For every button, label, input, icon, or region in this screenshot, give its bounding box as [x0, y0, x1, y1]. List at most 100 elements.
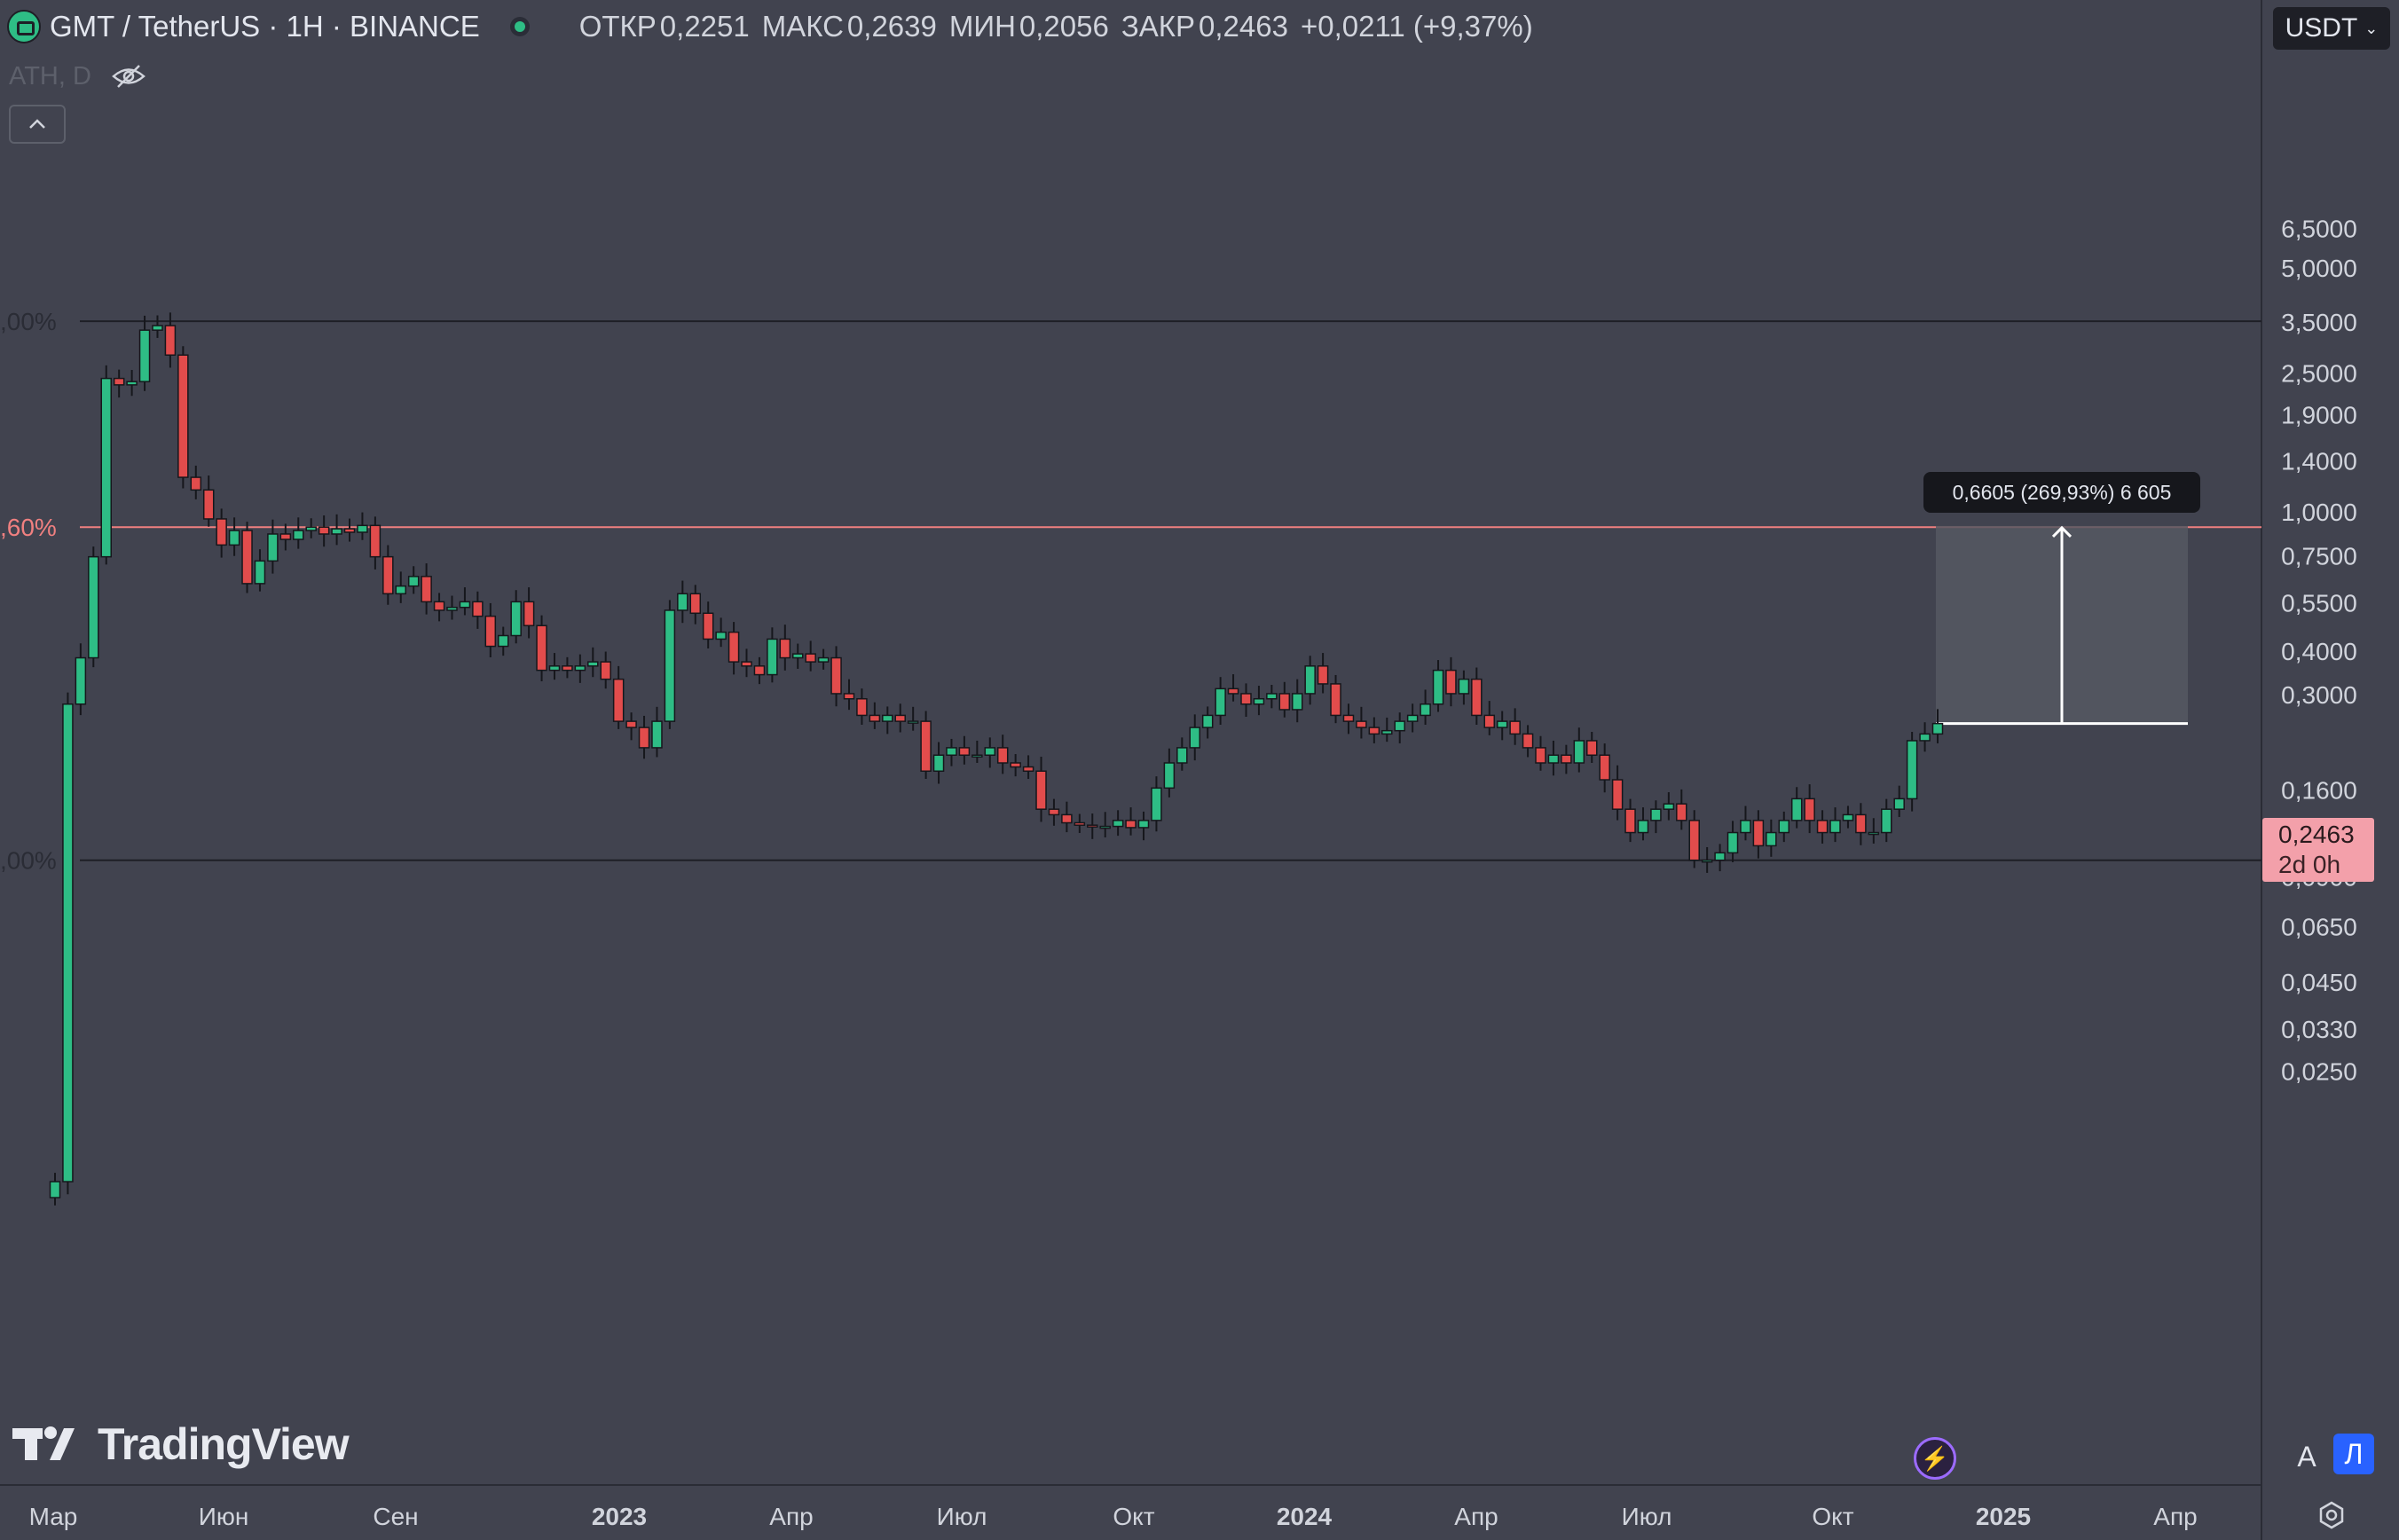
open-label: ОТКР — [578, 10, 657, 43]
time-tick-label: Апр — [1454, 1503, 1498, 1530]
candle — [1099, 812, 1111, 837]
market-status-icon[interactable] — [509, 17, 530, 36]
candle — [1074, 813, 1086, 833]
candle — [484, 602, 497, 657]
price-tick-label: 1,4000 — [2281, 448, 2357, 475]
candle — [1061, 801, 1073, 833]
time-tick-label: Мар — [29, 1503, 78, 1530]
candle — [1663, 792, 1675, 821]
candle — [805, 640, 816, 672]
price-tick-label: 1,0000 — [2281, 499, 2357, 526]
price-range-measure[interactable] — [1936, 525, 2188, 726]
open-value: 0,2251 — [659, 10, 750, 43]
candle — [574, 654, 586, 683]
logo-wordmark: TradingView — [98, 1419, 350, 1469]
candle — [472, 591, 484, 629]
price-tick-label: 2,5000 — [2281, 360, 2357, 388]
candle — [779, 625, 791, 671]
candle — [1650, 800, 1662, 834]
time-tick-label: 2023 — [592, 1503, 647, 1530]
candle — [1637, 807, 1649, 841]
candle — [1573, 727, 1585, 773]
candle — [1151, 776, 1162, 832]
horizontal-levels: ,00% ,60% ,00% — [0, 308, 2261, 875]
candle — [1471, 667, 1483, 725]
candle — [689, 585, 702, 625]
collapse-legend-button[interactable] — [9, 105, 66, 144]
candle — [1599, 743, 1610, 793]
gmt-coin-icon — [7, 10, 41, 43]
candle — [126, 370, 138, 397]
candle — [958, 735, 971, 765]
level-label: ,00% — [0, 308, 57, 335]
low-value: 0,2056 — [1019, 10, 1109, 43]
candle — [1881, 798, 1892, 843]
candle — [651, 706, 663, 758]
candle — [728, 622, 740, 675]
candle — [1766, 819, 1777, 857]
candle — [1893, 785, 1905, 817]
candle — [1368, 717, 1380, 743]
candle — [113, 369, 125, 398]
candle — [996, 735, 1009, 774]
settings-icon[interactable] — [2312, 1497, 2351, 1533]
auto-scale-toggle[interactable]: A — [2297, 1440, 2316, 1473]
candle — [1087, 813, 1098, 839]
candle — [1496, 711, 1508, 741]
tradingview-logo[interactable]: TradingView — [12, 1419, 350, 1469]
eye-off-icon[interactable] — [111, 63, 146, 90]
level-label: ,00% — [0, 847, 57, 875]
candle — [562, 656, 573, 679]
level-label: ,60% — [0, 514, 57, 541]
time-axis[interactable]: Мар Июн Сен 2023 Апр Июл Окт 2024 Апр Июл Окт 2025 А… — [29, 1503, 2198, 1530]
candle — [1778, 811, 1790, 843]
price-tick-label: 0,0250 — [2281, 1058, 2357, 1086]
candle — [1022, 755, 1034, 780]
candle — [882, 706, 893, 735]
candle — [1868, 818, 1880, 844]
candle — [1278, 681, 1291, 718]
time-tick-label: Июл — [1622, 1503, 1672, 1530]
candle — [767, 627, 778, 683]
candle — [1201, 706, 1214, 739]
candle — [497, 626, 509, 656]
candle — [510, 590, 522, 644]
candle — [49, 1173, 61, 1206]
time-tick-label: Окт — [1113, 1503, 1154, 1530]
candle — [1676, 789, 1687, 830]
candle — [190, 465, 202, 499]
candle — [1137, 811, 1150, 841]
symbol-legend: GMT / TetherUS · 1H · BINANCE ОТКР 0,225… — [7, 7, 1533, 46]
currency-label: USDT — [2285, 13, 2358, 43]
price-tick-label: 0,4000 — [2281, 638, 2357, 665]
time-tick-label: Июн — [199, 1503, 249, 1530]
candle — [817, 648, 830, 670]
currency-selector[interactable]: USDT ⌄ — [2273, 7, 2390, 50]
close-label: ЗАКР — [1121, 10, 1196, 43]
candle — [279, 523, 292, 551]
price-tick-label: 0,1600 — [2281, 776, 2357, 804]
candle — [1611, 765, 1624, 821]
candle — [357, 512, 368, 540]
candle — [1714, 844, 1726, 872]
log-scale-toggle[interactable]: Л — [2333, 1434, 2374, 1474]
indicator-row: ATH, D — [9, 59, 146, 94]
candle — [1215, 677, 1226, 725]
tradingview-mark-icon — [12, 1426, 83, 1462]
candle — [1394, 712, 1405, 743]
candle — [1342, 703, 1355, 735]
time-tick-label: Апр — [769, 1503, 813, 1530]
symbol-title[interactable]: GMT / TetherUS · 1H · BINANCE — [50, 10, 480, 43]
lightning-icon[interactable]: ⚡ — [1914, 1437, 1956, 1480]
candle — [202, 475, 215, 527]
candle — [62, 692, 74, 1195]
candle — [421, 563, 432, 615]
candle — [932, 742, 945, 784]
time-tick-label: Сен — [373, 1503, 418, 1530]
candle — [1176, 737, 1188, 771]
time-tick-label: 2025 — [1976, 1503, 2031, 1530]
price-tick-label: 0,0650 — [2281, 913, 2357, 940]
indicator-name[interactable]: ATH, D — [9, 61, 91, 90]
candle — [971, 740, 983, 764]
